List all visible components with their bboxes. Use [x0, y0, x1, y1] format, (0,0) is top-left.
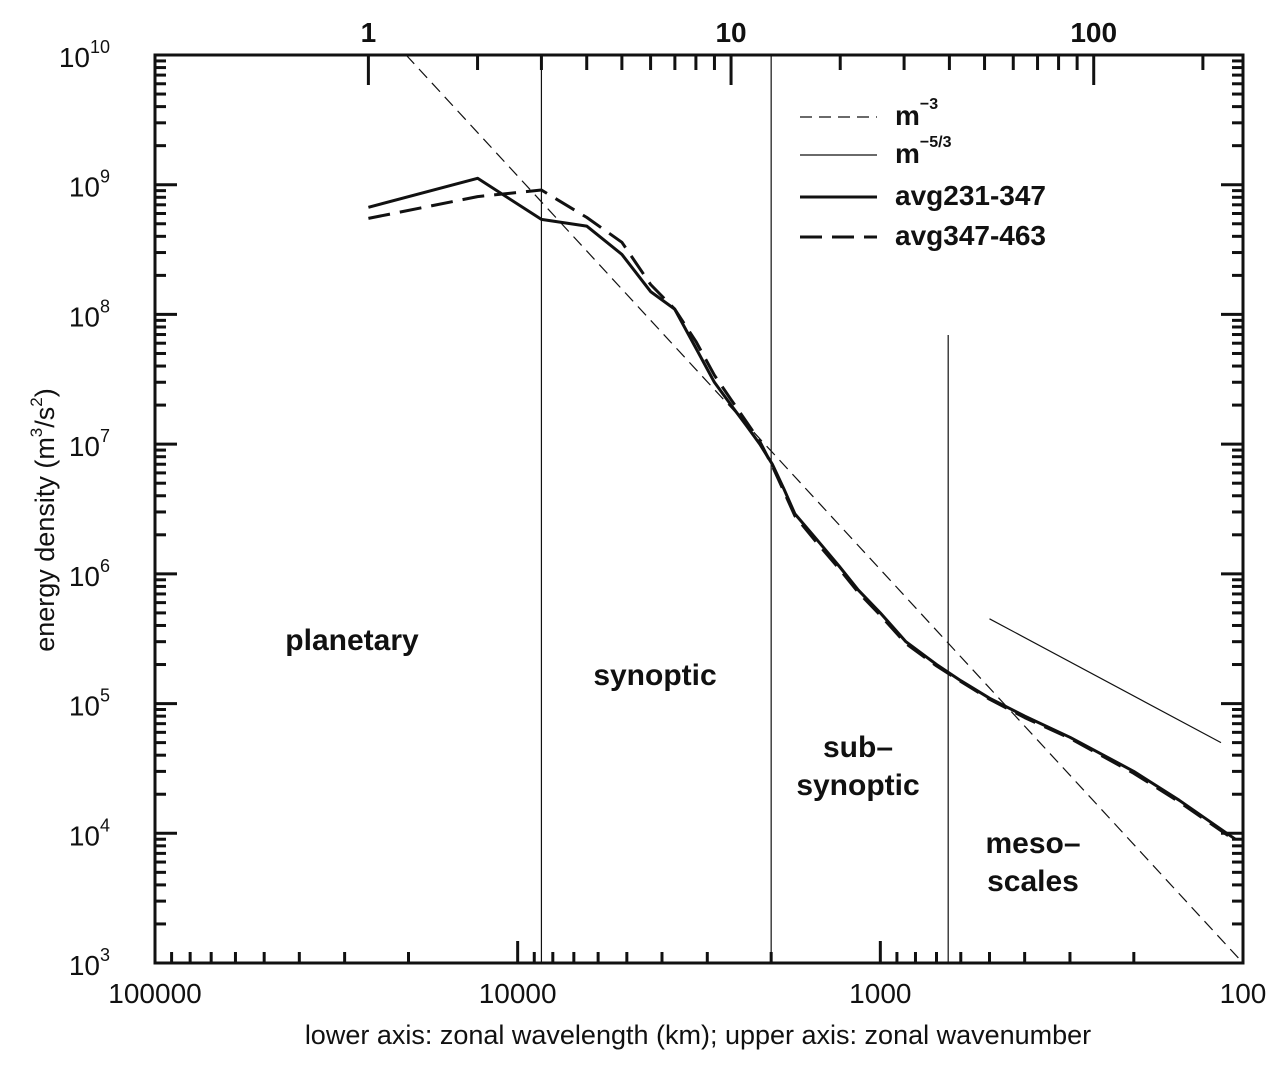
x-axis-label: lower axis: zonal wavelength (km); upper…	[305, 1020, 1091, 1050]
legend-label: avg231-347	[895, 180, 1046, 211]
axis-ticks: 100000 10000 1000 100 103 104 105 106 107 108 109 1…	[59, 17, 1267, 1009]
axes-frame	[153, 53, 1245, 965]
series-line-2	[405, 54, 1244, 964]
region-labels: planetary synoptic sub– synoptic meso– scales	[285, 624, 1080, 898]
top-tick-label: 1	[361, 17, 377, 48]
y-tick-label: 108	[69, 296, 110, 332]
data-series	[368, 54, 1244, 964]
y-tick-label: 1010	[59, 37, 110, 73]
x-tick-label: 100000	[108, 978, 201, 1009]
region-label: synoptic	[796, 769, 919, 802]
x-tick-label: 100	[1220, 978, 1267, 1009]
top-tick-label: 100	[1070, 17, 1117, 48]
x-tick-label: 10000	[479, 978, 557, 1009]
series-line-0	[368, 176, 1237, 841]
y-axis-label: energy density (m3/s2)	[27, 388, 60, 652]
region-label: meso–	[985, 827, 1080, 860]
legend-label: m−5/3	[895, 134, 952, 169]
region-label: planetary	[285, 624, 419, 657]
legend-label: m−3	[895, 96, 938, 131]
series-line-3	[989, 618, 1222, 744]
y-tick-label: 109	[69, 167, 110, 203]
x-tick-label: 1000	[849, 978, 911, 1009]
y-tick-label: 107	[69, 426, 110, 462]
region-label: scales	[987, 865, 1079, 898]
region-label: synoptic	[593, 659, 716, 692]
plot-frame	[153, 53, 1245, 965]
y-tick-label: 103	[69, 945, 110, 981]
region-boundaries	[540, 55, 949, 963]
y-tick-label: 104	[69, 815, 110, 851]
series-line-1	[368, 188, 1237, 842]
region-label: sub–	[823, 731, 893, 764]
y-tick-label: 105	[69, 686, 110, 722]
legend-label: avg347-463	[895, 220, 1046, 251]
top-tick-label: 10	[715, 17, 746, 48]
y-tick-label: 106	[69, 556, 110, 592]
legend: m−3m−5/3 avg231-347 avg347-463	[800, 96, 1046, 251]
